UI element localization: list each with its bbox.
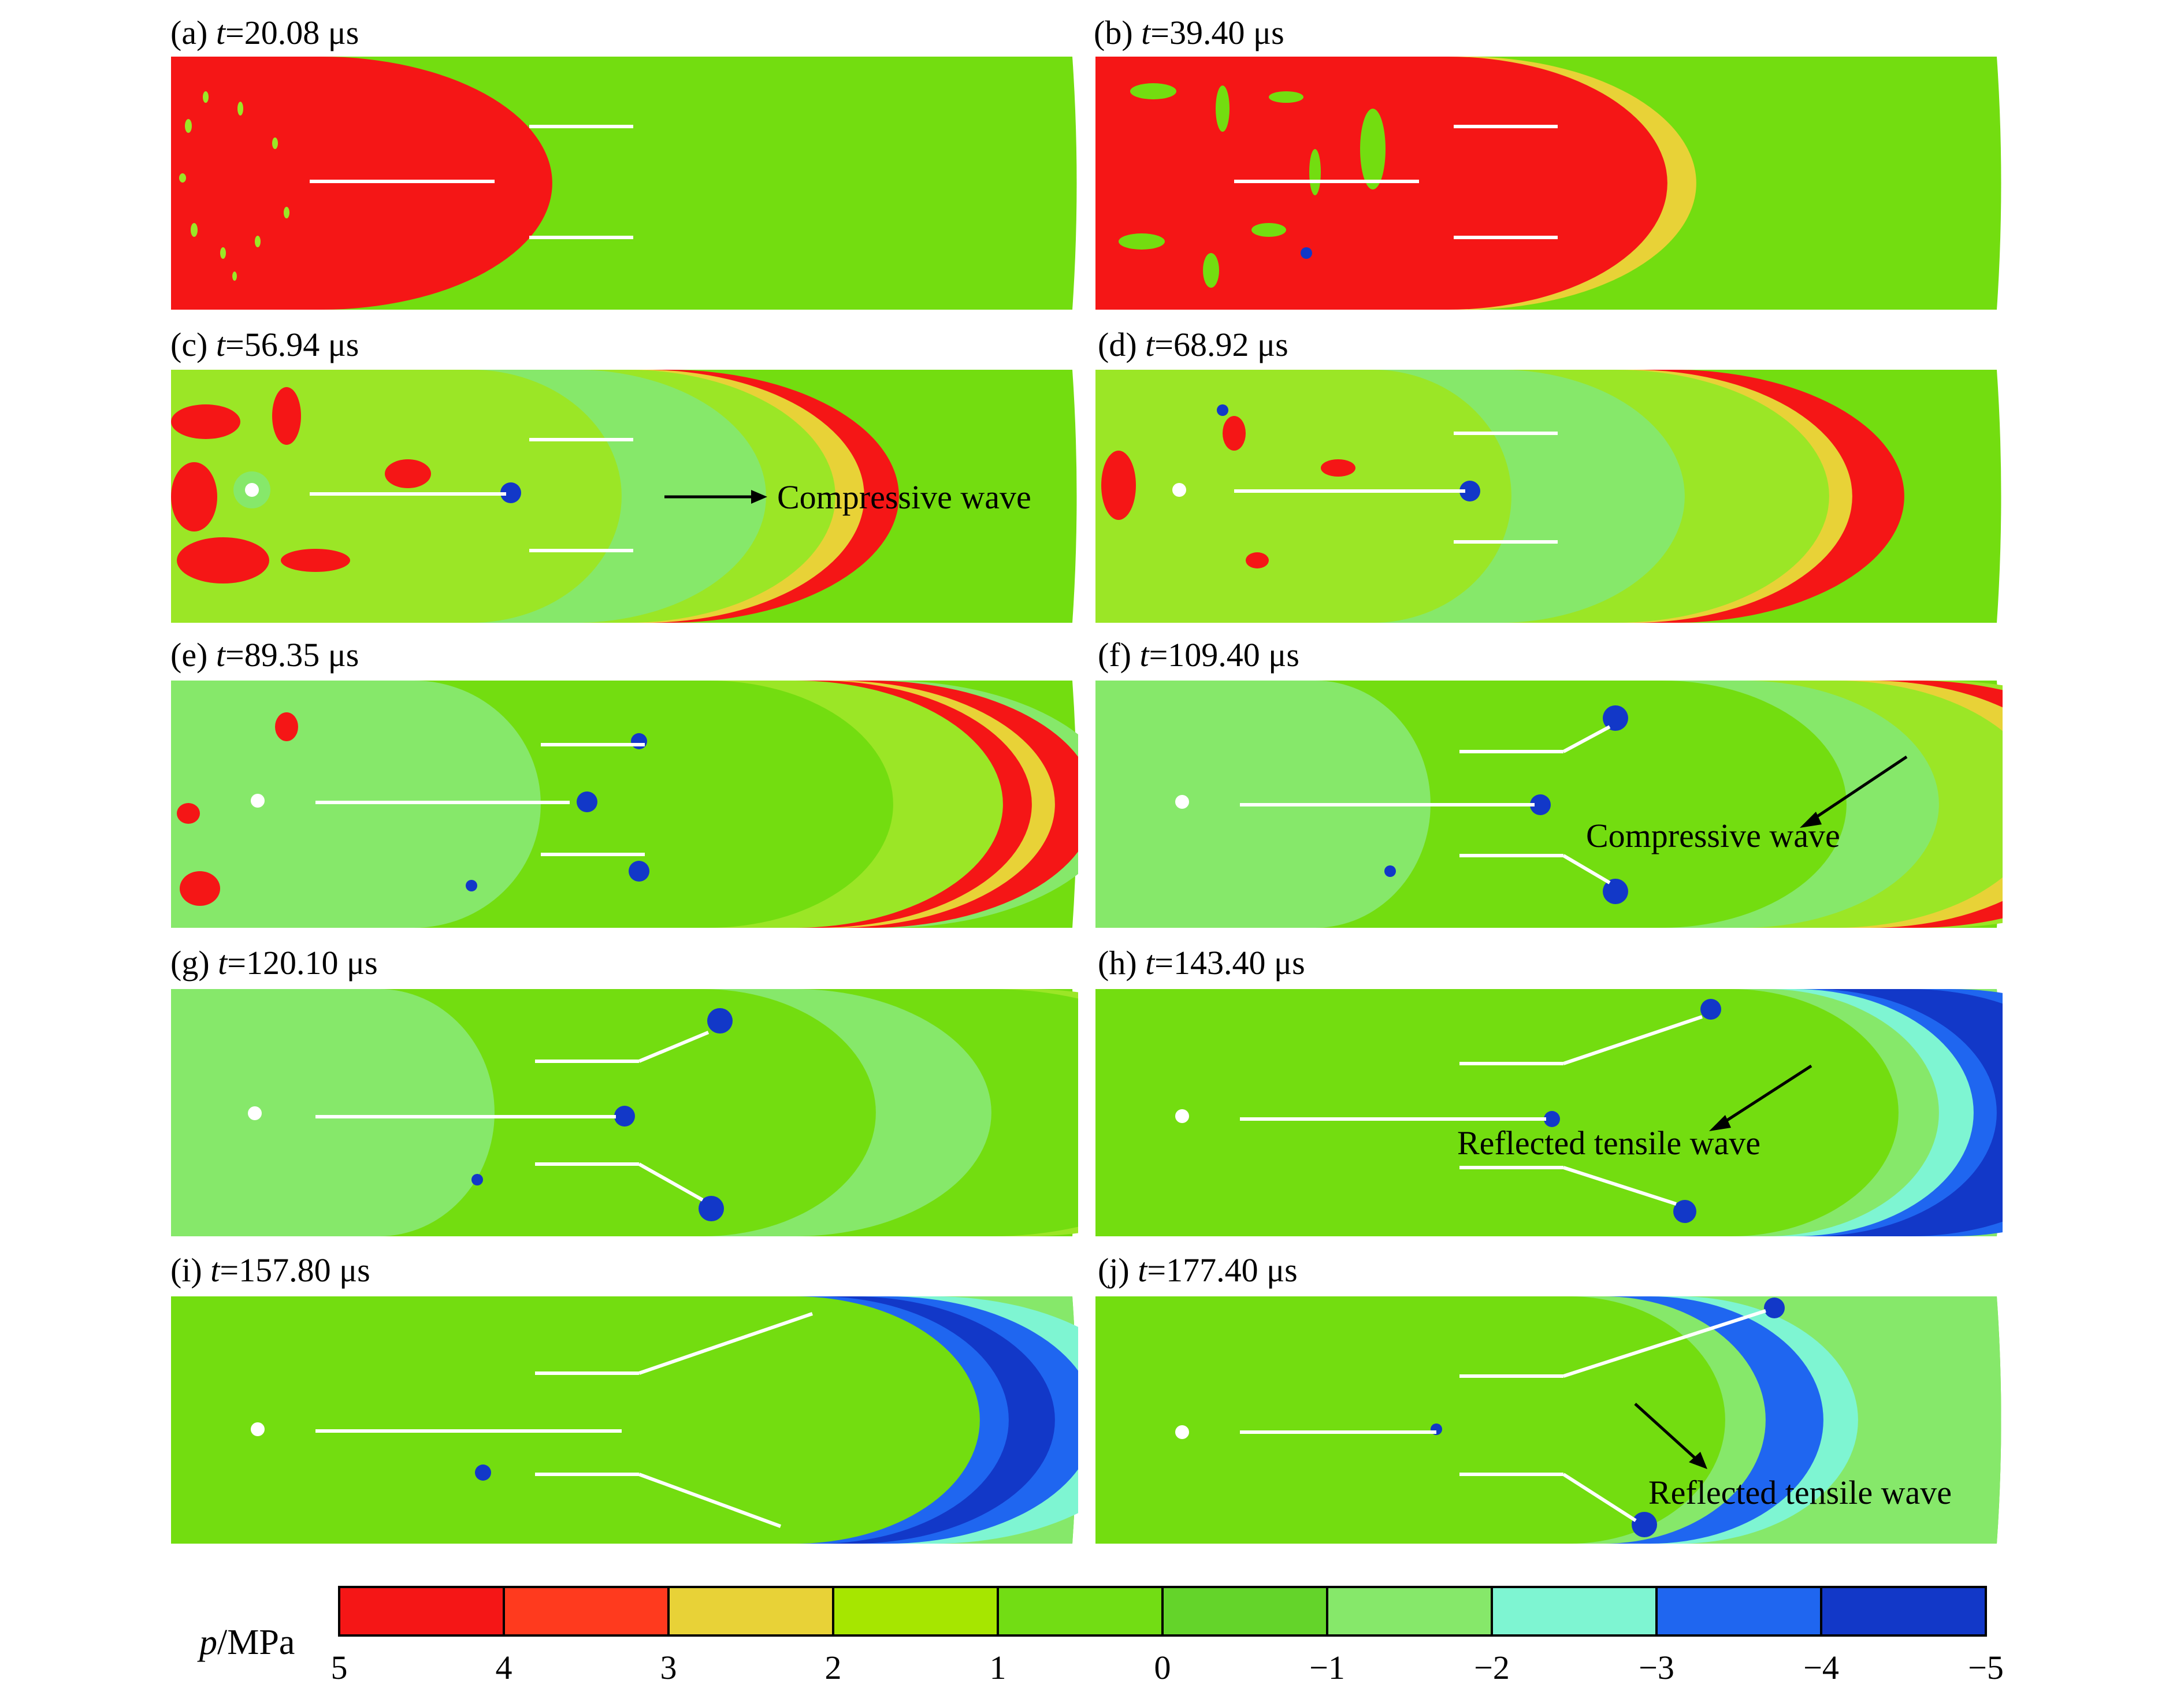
compressive-wave-arrow-f bbox=[1800, 755, 1908, 828]
annotation-f: Compressive wave bbox=[1586, 817, 1840, 854]
colorbar-segment bbox=[338, 1586, 505, 1637]
panel-label-i: (i) t=157.80 μs bbox=[170, 1251, 370, 1289]
colorbar-tick-label: −2 bbox=[1474, 1649, 1510, 1686]
colorbar-tick-label: 0 bbox=[1154, 1649, 1171, 1686]
panel-a-contour bbox=[171, 57, 1077, 310]
panel-label-a: (a) t=20.08 μs bbox=[170, 14, 359, 51]
panel-e-contour bbox=[171, 681, 1078, 928]
colorbar-tick-label: 2 bbox=[824, 1649, 842, 1686]
panel-label-b: (b) t=39.40 μs bbox=[1094, 14, 1284, 51]
panel-label-f: (f) t=109.40 μs bbox=[1098, 636, 1299, 674]
annotation-c: Compressive wave bbox=[777, 478, 1031, 516]
panel-label-g: (g) t=120.10 μs bbox=[170, 944, 378, 982]
panel-i-contour bbox=[171, 1296, 1078, 1544]
colorbar-tick-label: 1 bbox=[989, 1649, 1006, 1686]
colorbar-segment bbox=[667, 1586, 834, 1637]
panel-c-contour bbox=[171, 370, 1077, 623]
colorbar-title: p/MPa bbox=[199, 1623, 295, 1662]
colorbar-tick-label: −1 bbox=[1309, 1649, 1345, 1686]
colorbar-segment bbox=[1491, 1586, 1658, 1637]
reflected-tensile-wave-arrow-h bbox=[1709, 1064, 1812, 1131]
colorbar bbox=[338, 1586, 1987, 1637]
colorbar-tick-label: −4 bbox=[1803, 1649, 1839, 1686]
colorbar-tick-label: 3 bbox=[660, 1649, 677, 1686]
annotation-j: Reflected tensile wave bbox=[1648, 1474, 1952, 1511]
panel-label-j: (j) t=177.40 μs bbox=[1098, 1251, 1298, 1289]
panel-label-e: (e) t=89.35 μs bbox=[170, 636, 359, 674]
panel-label-h: (h) t=143.40 μs bbox=[1098, 944, 1305, 982]
panel-f-contour bbox=[1095, 681, 2003, 928]
colorbar-tick-label: −5 bbox=[1968, 1649, 2004, 1686]
colorbar-segment bbox=[1820, 1586, 1987, 1637]
panel-j-contour bbox=[1095, 1296, 2001, 1544]
panel-d-contour bbox=[1095, 370, 2001, 623]
annotation-h: Reflected tensile wave bbox=[1457, 1124, 1760, 1162]
panel-label-c: (c) t=56.94 μs bbox=[170, 326, 359, 363]
colorbar-segment bbox=[503, 1586, 670, 1637]
colorbar-tick-label: −3 bbox=[1639, 1649, 1674, 1686]
colorbar-tick-label: 5 bbox=[330, 1649, 348, 1686]
colorbar-segment bbox=[1655, 1586, 1822, 1637]
panel-label-d: (d) t=68.92 μs bbox=[1098, 326, 1288, 363]
panel-g-contour bbox=[171, 989, 1078, 1236]
colorbar-segment bbox=[1161, 1586, 1328, 1637]
colorbar-segment bbox=[832, 1586, 999, 1637]
colorbar-segment bbox=[997, 1586, 1164, 1637]
panel-b-contour bbox=[1095, 57, 2001, 310]
reflected-tensile-wave-arrow-j bbox=[1634, 1403, 1707, 1469]
panel-h-contour bbox=[1095, 989, 2003, 1236]
colorbar-segment bbox=[1326, 1586, 1493, 1637]
compressive-wave-arrow-c bbox=[664, 490, 767, 504]
colorbar-tick-label: 4 bbox=[495, 1649, 512, 1686]
